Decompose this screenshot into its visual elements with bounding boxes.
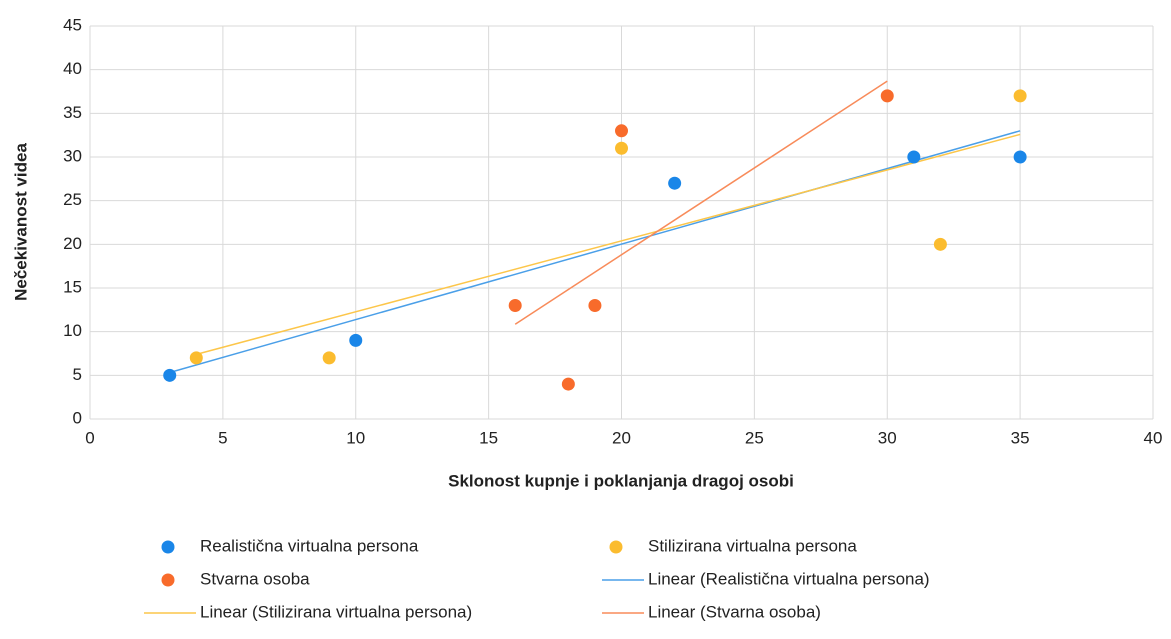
point bbox=[588, 298, 602, 312]
trendline bbox=[196, 133, 1021, 356]
point bbox=[561, 377, 575, 391]
x-tick-label: 0 bbox=[85, 428, 94, 447]
point bbox=[1013, 89, 1027, 103]
x-tick-label: 30 bbox=[878, 428, 897, 447]
x-tick-label: 40 bbox=[1144, 428, 1163, 447]
y-tick-label: 15 bbox=[63, 277, 82, 296]
point bbox=[880, 89, 894, 103]
point bbox=[615, 124, 628, 138]
y-tick-label: 40 bbox=[63, 59, 82, 78]
y-tick-label: 5 bbox=[73, 365, 82, 384]
point bbox=[615, 141, 628, 155]
legend-marker bbox=[161, 573, 175, 587]
point bbox=[508, 298, 522, 312]
trendline bbox=[514, 80, 888, 325]
y-axis-title: Nečekivanost videa bbox=[11, 143, 30, 301]
x-tick-label: 25 bbox=[745, 428, 764, 447]
x-tick-label: 15 bbox=[479, 428, 498, 447]
legend-label: Linear (Stvarna osoba) bbox=[648, 602, 821, 621]
y-tick-label: 30 bbox=[63, 146, 82, 165]
point bbox=[907, 150, 921, 164]
point bbox=[1013, 150, 1027, 164]
legend-label: Stvarna osoba bbox=[200, 569, 310, 588]
y-tick-label: 0 bbox=[73, 408, 82, 427]
legend-marker bbox=[161, 540, 175, 554]
x-axis-title: Sklonost kupnje i poklanjanja dragoj oso… bbox=[448, 471, 794, 490]
y-tick-label: 25 bbox=[63, 190, 82, 209]
point bbox=[933, 237, 947, 251]
point bbox=[163, 368, 177, 382]
legend-label: Stilizirana virtualna persona bbox=[648, 536, 857, 555]
point bbox=[189, 351, 203, 365]
y-tick-label: 45 bbox=[63, 15, 82, 34]
legend-label: Linear (Realistična virtualna persona) bbox=[648, 569, 930, 588]
legend-label: Realistična virtualna persona bbox=[200, 536, 419, 555]
x-tick-label: 10 bbox=[346, 428, 365, 447]
legend-marker bbox=[609, 540, 623, 554]
y-tick-label: 35 bbox=[63, 103, 82, 122]
x-tick-label: 5 bbox=[218, 428, 227, 447]
trendline bbox=[169, 130, 1021, 374]
x-tick-label: 35 bbox=[1011, 428, 1030, 447]
y-tick-label: 10 bbox=[63, 321, 82, 340]
point bbox=[349, 333, 363, 347]
legend-label: Linear (Stilizirana virtualna persona) bbox=[200, 602, 472, 621]
y-tick-label: 20 bbox=[63, 234, 82, 253]
x-tick-label: 20 bbox=[612, 428, 631, 447]
point bbox=[322, 351, 336, 365]
point bbox=[668, 176, 682, 190]
